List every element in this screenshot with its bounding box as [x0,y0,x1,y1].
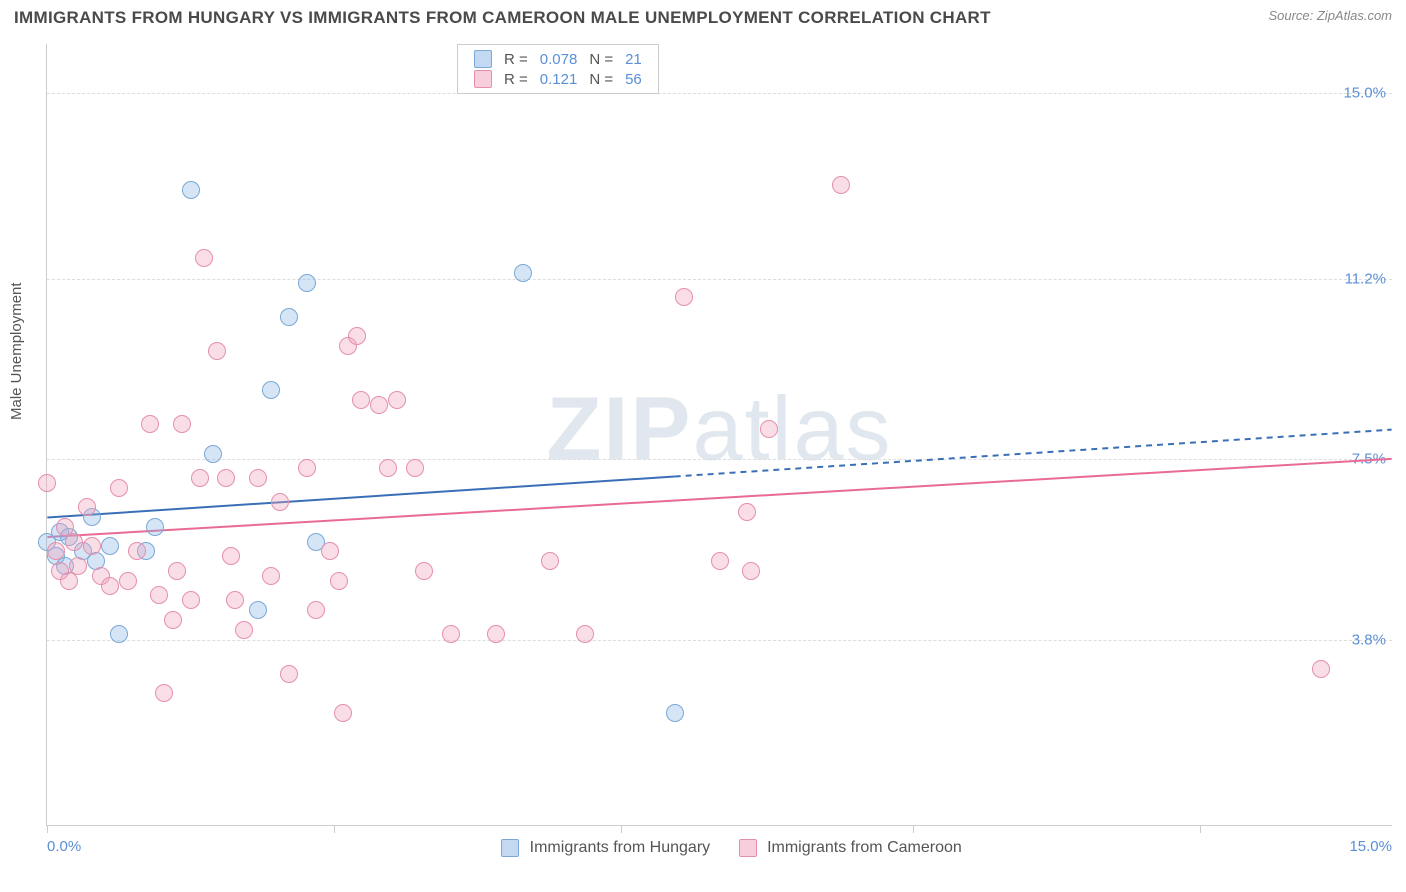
chart-title: IMMIGRANTS FROM HUNGARY VS IMMIGRANTS FR… [14,8,991,28]
legend-swatch-cameroon-bottom [739,839,757,857]
data-point [352,391,370,409]
x-tick [47,825,48,833]
data-point [208,342,226,360]
data-point [217,469,235,487]
data-point [182,591,200,609]
data-point [262,567,280,585]
data-point [226,591,244,609]
data-point [249,469,267,487]
data-point [1312,660,1330,678]
gridline [47,93,1392,94]
data-point [406,459,424,477]
data-point [675,288,693,306]
data-point [271,493,289,511]
data-point [280,308,298,326]
gridline [47,279,1392,280]
data-point [101,577,119,595]
watermark-bold: ZIP [546,379,692,479]
data-point [141,415,159,433]
cameroon-r-value: 0.121 [534,69,584,89]
data-point [298,459,316,477]
data-point [388,391,406,409]
legend-label-hungary: Immigrants from Hungary [530,839,711,856]
correlation-legend: R = 0.078 N = 21 R = 0.121 N = 56 [457,44,659,94]
data-point [321,542,339,560]
y-tick-label: 11.2% [1345,270,1386,287]
legend-swatch-hungary-bottom [501,839,519,857]
y-tick-label: 7.5% [1352,451,1386,468]
x-tick [1200,825,1201,833]
data-point [832,176,850,194]
data-point [150,586,168,604]
r-label-2: R = [498,69,534,89]
data-point [222,547,240,565]
data-point [334,704,352,722]
y-tick-label: 3.8% [1352,632,1386,649]
data-point [348,327,366,345]
n-label-2: N = [583,69,619,89]
data-point [760,420,778,438]
watermark: ZIPatlas [546,378,892,481]
y-tick-label: 15.0% [1343,84,1386,101]
data-point [541,552,559,570]
data-point [47,542,65,560]
x-tick [334,825,335,833]
source-attribution: Source: ZipAtlas.com [1268,8,1392,23]
legend-label-cameroon: Immigrants from Cameroon [767,839,962,856]
data-point [173,415,191,433]
chart-plot-area: ZIPatlas 3.8% 7.5% 11.2% 15.0% R = 0.078 N … [46,44,1392,826]
legend-swatch-hungary [474,50,492,68]
data-point [370,396,388,414]
x-tick [913,825,914,833]
data-point [168,562,186,580]
series-legend: Immigrants from Hungary Immigrants from … [47,839,1392,857]
data-point [191,469,209,487]
data-point [280,665,298,683]
legend-swatch-cameroon [474,70,492,88]
gridline [47,640,1392,641]
gridline [47,459,1392,460]
data-point [69,557,87,575]
trend-lines [47,44,1392,825]
data-point [576,625,594,643]
data-point [195,249,213,267]
r-label: R = [498,49,534,69]
hungary-r-value: 0.078 [534,49,584,69]
data-point [307,601,325,619]
data-point [249,601,267,619]
data-point [101,537,119,555]
data-point [442,625,460,643]
data-point [204,445,222,463]
data-point [128,542,146,560]
data-point [83,537,101,555]
data-point [146,518,164,536]
data-point [666,704,684,722]
data-point [65,533,83,551]
x-tick [621,825,622,833]
data-point [119,572,137,590]
data-point [298,274,316,292]
data-point [110,625,128,643]
data-point [711,552,729,570]
data-point [514,264,532,282]
data-point [235,621,253,639]
data-point [155,684,173,702]
y-axis-label: Male Unemployment [8,282,25,420]
data-point [110,479,128,497]
data-point [330,572,348,590]
data-point [415,562,433,580]
n-label: N = [583,49,619,69]
data-point [379,459,397,477]
data-point [78,498,96,516]
hungary-n-value: 21 [619,49,648,69]
data-point [164,611,182,629]
data-point [182,181,200,199]
data-point [738,503,756,521]
data-point [262,381,280,399]
data-point [487,625,505,643]
watermark-light: atlas [692,379,892,479]
data-point [742,562,760,580]
cameroon-n-value: 56 [619,69,648,89]
data-point [38,474,56,492]
